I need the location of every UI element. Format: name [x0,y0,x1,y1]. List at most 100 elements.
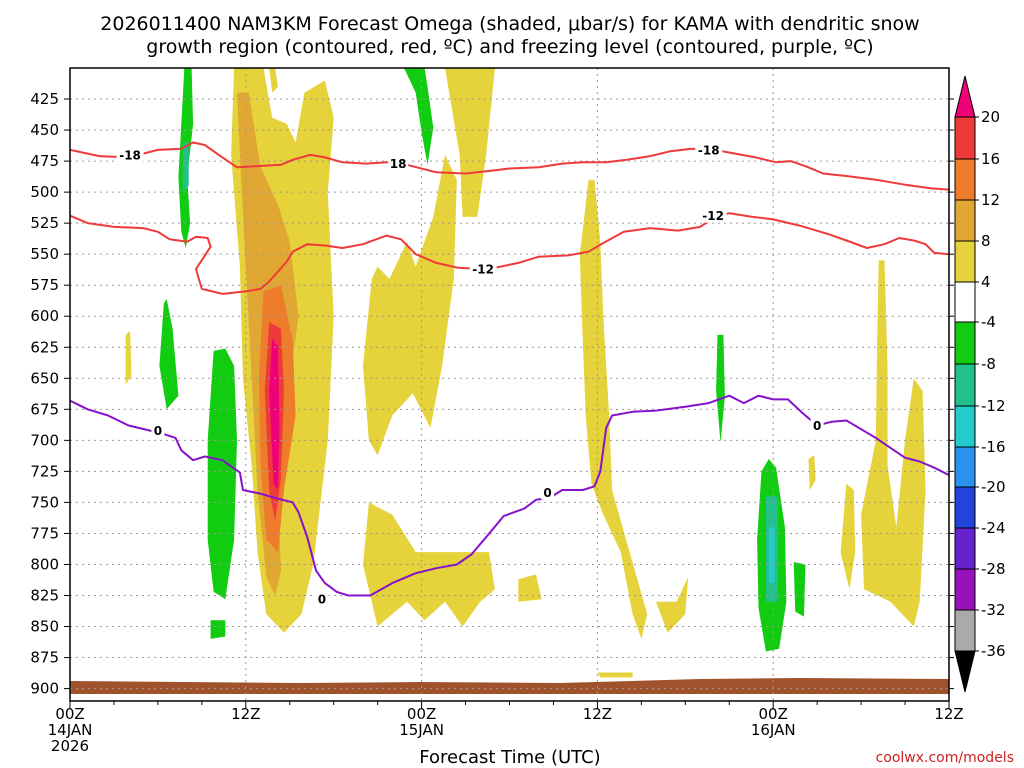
contour-line--18 [70,141,949,191]
contour-label-bg [116,146,144,162]
colorbar-label: -20 [981,478,1006,496]
colorbar-bin [954,281,976,323]
contour-label: -12 [702,209,724,223]
omega-region-23 [861,260,926,627]
contour-label-bg [469,261,497,277]
chart-title-line1: 2026011400 NAM3KM Forecast Omega (shaded… [100,13,919,35]
contour-line--12 [70,212,949,295]
omega-region-7 [793,562,806,617]
x-tick-label-line: 2026 [51,737,89,755]
colorbar-bin [954,405,976,448]
x-tick-label: 00Z 16JAN [751,705,796,739]
y-tick-label: 725 [30,462,59,480]
colorbar-label: -36 [981,642,1006,660]
credit-text: coolwx.com/models [876,750,1014,766]
x-tick-label-line: 00Z [407,705,436,723]
colorbar-bin [954,363,976,407]
omega-region-10 [768,527,775,584]
contour-label-bg [695,141,723,157]
x-tick-label-line: 14JAN [48,721,93,739]
contour-label: 0 [318,593,326,607]
contour-lines [70,141,949,597]
colorbar-label: 20 [981,108,1000,126]
omega-region-8 [182,142,189,193]
omega-region-5 [716,334,725,443]
y-tick-label: 875 [30,649,59,667]
y-tick-label: 525 [30,214,59,232]
colorbar-bin [954,446,976,488]
omega-region-19 [597,672,633,678]
contour-label: 18 [390,157,407,171]
y-tick-label: 850 [30,618,59,636]
colorbar-bin [954,486,976,529]
x-tick-label-line: 12Z [583,705,612,723]
colorbar-label: -8 [981,355,996,373]
contour-labels: -18 18 -18 -12 -12 0 0 0 0 [116,141,824,607]
y-tick-label: 450 [30,121,59,139]
contour-label: 0 [813,419,821,433]
y-tick-label: 900 [30,680,59,698]
x-tick-label: 12Z [231,705,260,723]
omega-region-14 [445,68,495,217]
contour-label: -18 [119,148,141,162]
terrain-fill [70,678,949,701]
omega-region-27 [269,338,280,490]
colorbar: 20 16 12 8 4 -4 -8 -12 -16 -20 -24 -28 -32 -36 [954,75,1006,693]
colorbar-bin [954,199,976,242]
omega-region-2 [159,298,179,410]
omega-region-4 [210,620,226,639]
colorbar-label: -16 [981,438,1006,456]
colorbar-bin [954,609,976,652]
x-axis-label: Forecast Time (UTC) [419,747,600,768]
omega-region-22 [840,483,856,590]
x-tick-label: 00Z 14JAN 2026 [48,705,93,755]
omega-region-3 [207,348,237,600]
contour-label-bg [699,207,727,223]
contour-label-bg [810,417,824,433]
omega-region-18 [656,576,689,633]
omega-region-1 [404,68,434,165]
contour-label-bg [388,155,409,171]
y-tick-label: 675 [30,400,59,418]
colorbar-label: -24 [981,519,1006,537]
colorbar-bin [954,527,976,570]
omega-region-17 [579,179,648,639]
contour-line-0 [70,394,949,597]
y-tick-label: 625 [30,338,59,356]
contour-label: 0 [154,424,162,438]
omega-region-20 [125,331,132,385]
x-tick-label-line: 12Z [934,705,963,723]
y-tick-label: 825 [30,587,59,605]
contour-label-bg [541,484,555,500]
y-tick-label: 500 [30,183,59,201]
x-tick-label: 00Z 15JAN [399,705,444,739]
colorbar-bin [954,568,976,611]
colorbar-top-arrow [954,75,976,118]
contour-label-bg [151,422,165,438]
contour-label: 0 [543,486,551,500]
colorbar-label: -32 [981,601,1006,619]
y-tick-label: 750 [30,493,59,511]
y-axis-ticks: 425 450 475 500 525 550 575 600 625 650 675 700 725 7… [30,90,954,698]
x-tick-label-line: 00Z [55,705,84,723]
colorbar-label: -4 [981,313,996,331]
colorbar-label: 12 [981,191,1000,209]
colorbar-bin [954,321,976,365]
plot-area: -18 18 -18 -12 -12 0 0 0 0 [69,67,950,702]
y-tick-label: 775 [30,524,59,542]
x-tick-label: 12Z [583,705,612,723]
y-tick-label: 600 [30,307,59,325]
pressure-gridlines [70,98,949,690]
colorbar-bottom-arrow [954,650,976,693]
contour-label-bg [315,591,329,607]
y-tick-label: 550 [30,245,59,263]
colorbar-bin [954,240,976,283]
y-tick-label: 475 [30,152,59,170]
colorbar-label: 8 [981,232,991,250]
colorbar-bin [954,158,976,201]
omega-region-12 [269,68,278,93]
colorbar-label: -12 [981,397,1006,415]
y-tick-label: 575 [30,276,59,294]
